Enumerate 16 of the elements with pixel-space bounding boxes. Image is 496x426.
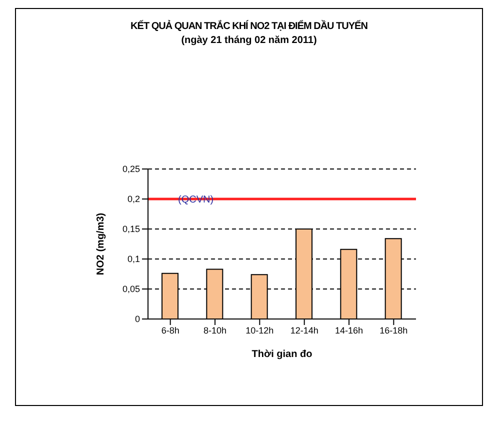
y-axis-title: NO2 (mg/m3)	[96, 212, 107, 276]
x-tick-label: 6-8h	[161, 325, 180, 336]
y-tick-label: 0,15	[122, 224, 140, 234]
chart-title: KẾT QUẢ QUAN TRẮC KHÍ NO2 TẠI ĐIỂM DẦU TUYẾN	[130, 21, 368, 32]
y-tick-label: 0,1	[127, 254, 140, 264]
x-tick-label: 12-14h	[290, 325, 318, 336]
chart-subtitle: (ngày 21 tháng 02 năm 2011)	[180, 35, 318, 46]
x-tick-label: 10-12h	[246, 325, 274, 336]
x-tick-label: 14-16h	[334, 325, 364, 336]
x-tick-label: 8-10h	[203, 325, 227, 336]
y-tick-label: 0	[134, 314, 140, 324]
y-tick-label: 0,05	[122, 284, 140, 294]
x-axis-title: Thời gian đo	[252, 349, 312, 360]
y-tick-label: 0,2	[127, 194, 140, 204]
y-tick-label: 0,25	[122, 164, 140, 174]
x-tick-label: 16-18h	[380, 325, 408, 336]
